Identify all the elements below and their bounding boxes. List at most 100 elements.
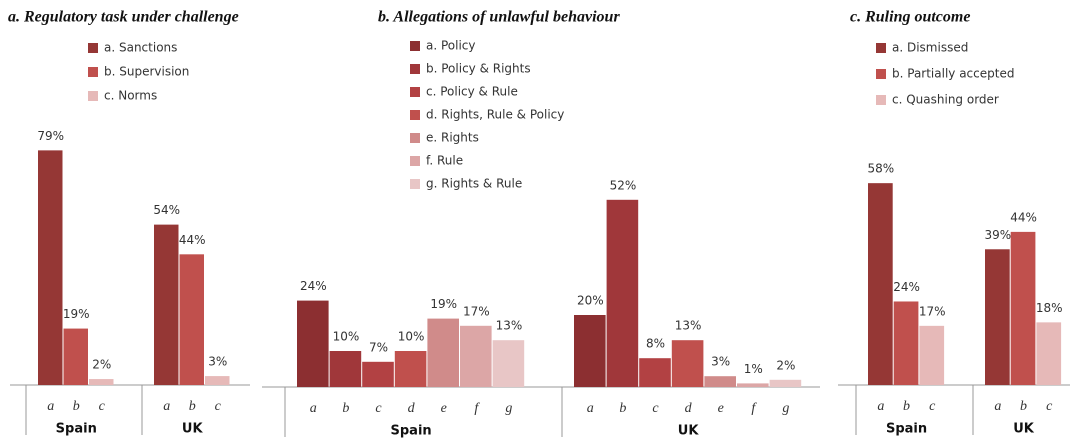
legend-label: d. Rights, Rule & Policy (426, 108, 564, 122)
bar (329, 351, 362, 387)
legend-swatch (88, 67, 98, 77)
legend-label: b. Policy & Rights (426, 62, 531, 76)
chart-title: a. Regulatory task under challenge (8, 9, 239, 26)
x-tick-label: d (408, 401, 416, 416)
x-tick-label: b (342, 401, 349, 416)
group-label: Spain (391, 424, 432, 438)
bar (1010, 231, 1036, 385)
bar (868, 183, 893, 385)
data-label: 17% (919, 304, 946, 318)
bar (154, 224, 179, 385)
data-label: 1% (744, 362, 763, 376)
legend-label: c. Quashing order (892, 93, 999, 107)
x-tick-label: a (163, 399, 170, 414)
legend-swatch (88, 43, 98, 53)
bar (704, 376, 736, 387)
x-tick-label: f (751, 401, 757, 416)
data-label: 17% (463, 304, 490, 318)
legend-swatch (410, 179, 420, 189)
data-label: 19% (63, 307, 90, 321)
bar (492, 340, 525, 387)
bar (737, 383, 769, 387)
x-tick-label: b (73, 399, 80, 414)
data-label: 3% (711, 355, 730, 369)
bar (574, 315, 606, 387)
x-tick-label: e (441, 401, 447, 416)
data-label: 44% (179, 233, 206, 247)
data-label: 54% (153, 203, 180, 217)
legend-swatch (876, 43, 886, 53)
legend-label: e. Rights (426, 131, 479, 145)
data-label: 2% (92, 358, 111, 372)
bar (427, 318, 459, 387)
group-label: Spain (886, 422, 927, 437)
data-label: 7% (369, 340, 388, 354)
legend-swatch (410, 156, 420, 166)
data-label: 58% (868, 162, 895, 176)
legend-swatch (410, 41, 420, 51)
legend-swatch (410, 87, 420, 97)
legend-label: c. Policy & Rule (426, 85, 518, 99)
legend-swatch (410, 110, 420, 120)
data-label: 2% (776, 358, 795, 372)
data-label: 13% (496, 319, 523, 333)
x-tick-label: g (505, 401, 512, 416)
legend-label: b. Supervision (104, 65, 189, 79)
bar (919, 325, 945, 385)
x-tick-label: b (189, 399, 196, 414)
data-label: 24% (300, 279, 327, 293)
legend-label: f. Rule (426, 154, 463, 168)
data-label: 39% (985, 228, 1012, 242)
x-tick-label: a (587, 401, 594, 416)
legend-swatch (88, 91, 98, 101)
bar (394, 351, 427, 387)
bar (893, 301, 919, 385)
legend-label: g. Rights & Rule (426, 177, 522, 191)
x-tick-label: e (718, 401, 724, 416)
bar (671, 340, 704, 387)
x-tick-label: g (782, 401, 789, 416)
data-label: 44% (1010, 210, 1037, 224)
data-label: 3% (208, 355, 227, 369)
data-label: 10% (333, 330, 360, 344)
x-tick-label: f (474, 401, 480, 416)
bar (179, 254, 204, 385)
group-label: UK (1013, 422, 1035, 437)
legend-label: a. Sanctions (104, 41, 177, 55)
bar (362, 361, 394, 387)
x-tick-label: a (47, 399, 54, 414)
legend-label: a. Policy (426, 39, 476, 53)
bar (639, 358, 671, 387)
x-tick-label: a (994, 399, 1001, 414)
chart-title: c. Ruling outcome (850, 9, 970, 26)
x-tick-label: c (99, 399, 106, 414)
x-tick-label: b (619, 401, 626, 416)
x-tick-label: d (685, 401, 693, 416)
bar (63, 328, 88, 385)
bar (985, 249, 1010, 385)
bar (769, 379, 802, 387)
bar (1036, 322, 1062, 385)
bar (38, 150, 63, 385)
legend-label: a. Dismissed (892, 41, 968, 55)
x-tick-label: c (375, 401, 382, 416)
bar (205, 376, 230, 385)
x-tick-label: c (1046, 399, 1053, 414)
bar (89, 379, 114, 385)
x-tick-label: b (903, 399, 910, 414)
bar (297, 300, 329, 387)
group-label: Spain (56, 422, 97, 437)
data-label: 52% (610, 178, 637, 192)
x-tick-label: a (310, 401, 317, 416)
legend-swatch (876, 95, 886, 105)
group-label: UK (678, 424, 700, 438)
x-tick-label: a (877, 399, 884, 414)
group-label: UK (182, 422, 204, 437)
bar (460, 325, 492, 387)
x-tick-label: c (929, 399, 936, 414)
legend-swatch (410, 133, 420, 143)
data-label: 20% (577, 294, 604, 308)
x-tick-label: c (215, 399, 222, 414)
legend-label: b. Partially accepted (892, 67, 1014, 81)
